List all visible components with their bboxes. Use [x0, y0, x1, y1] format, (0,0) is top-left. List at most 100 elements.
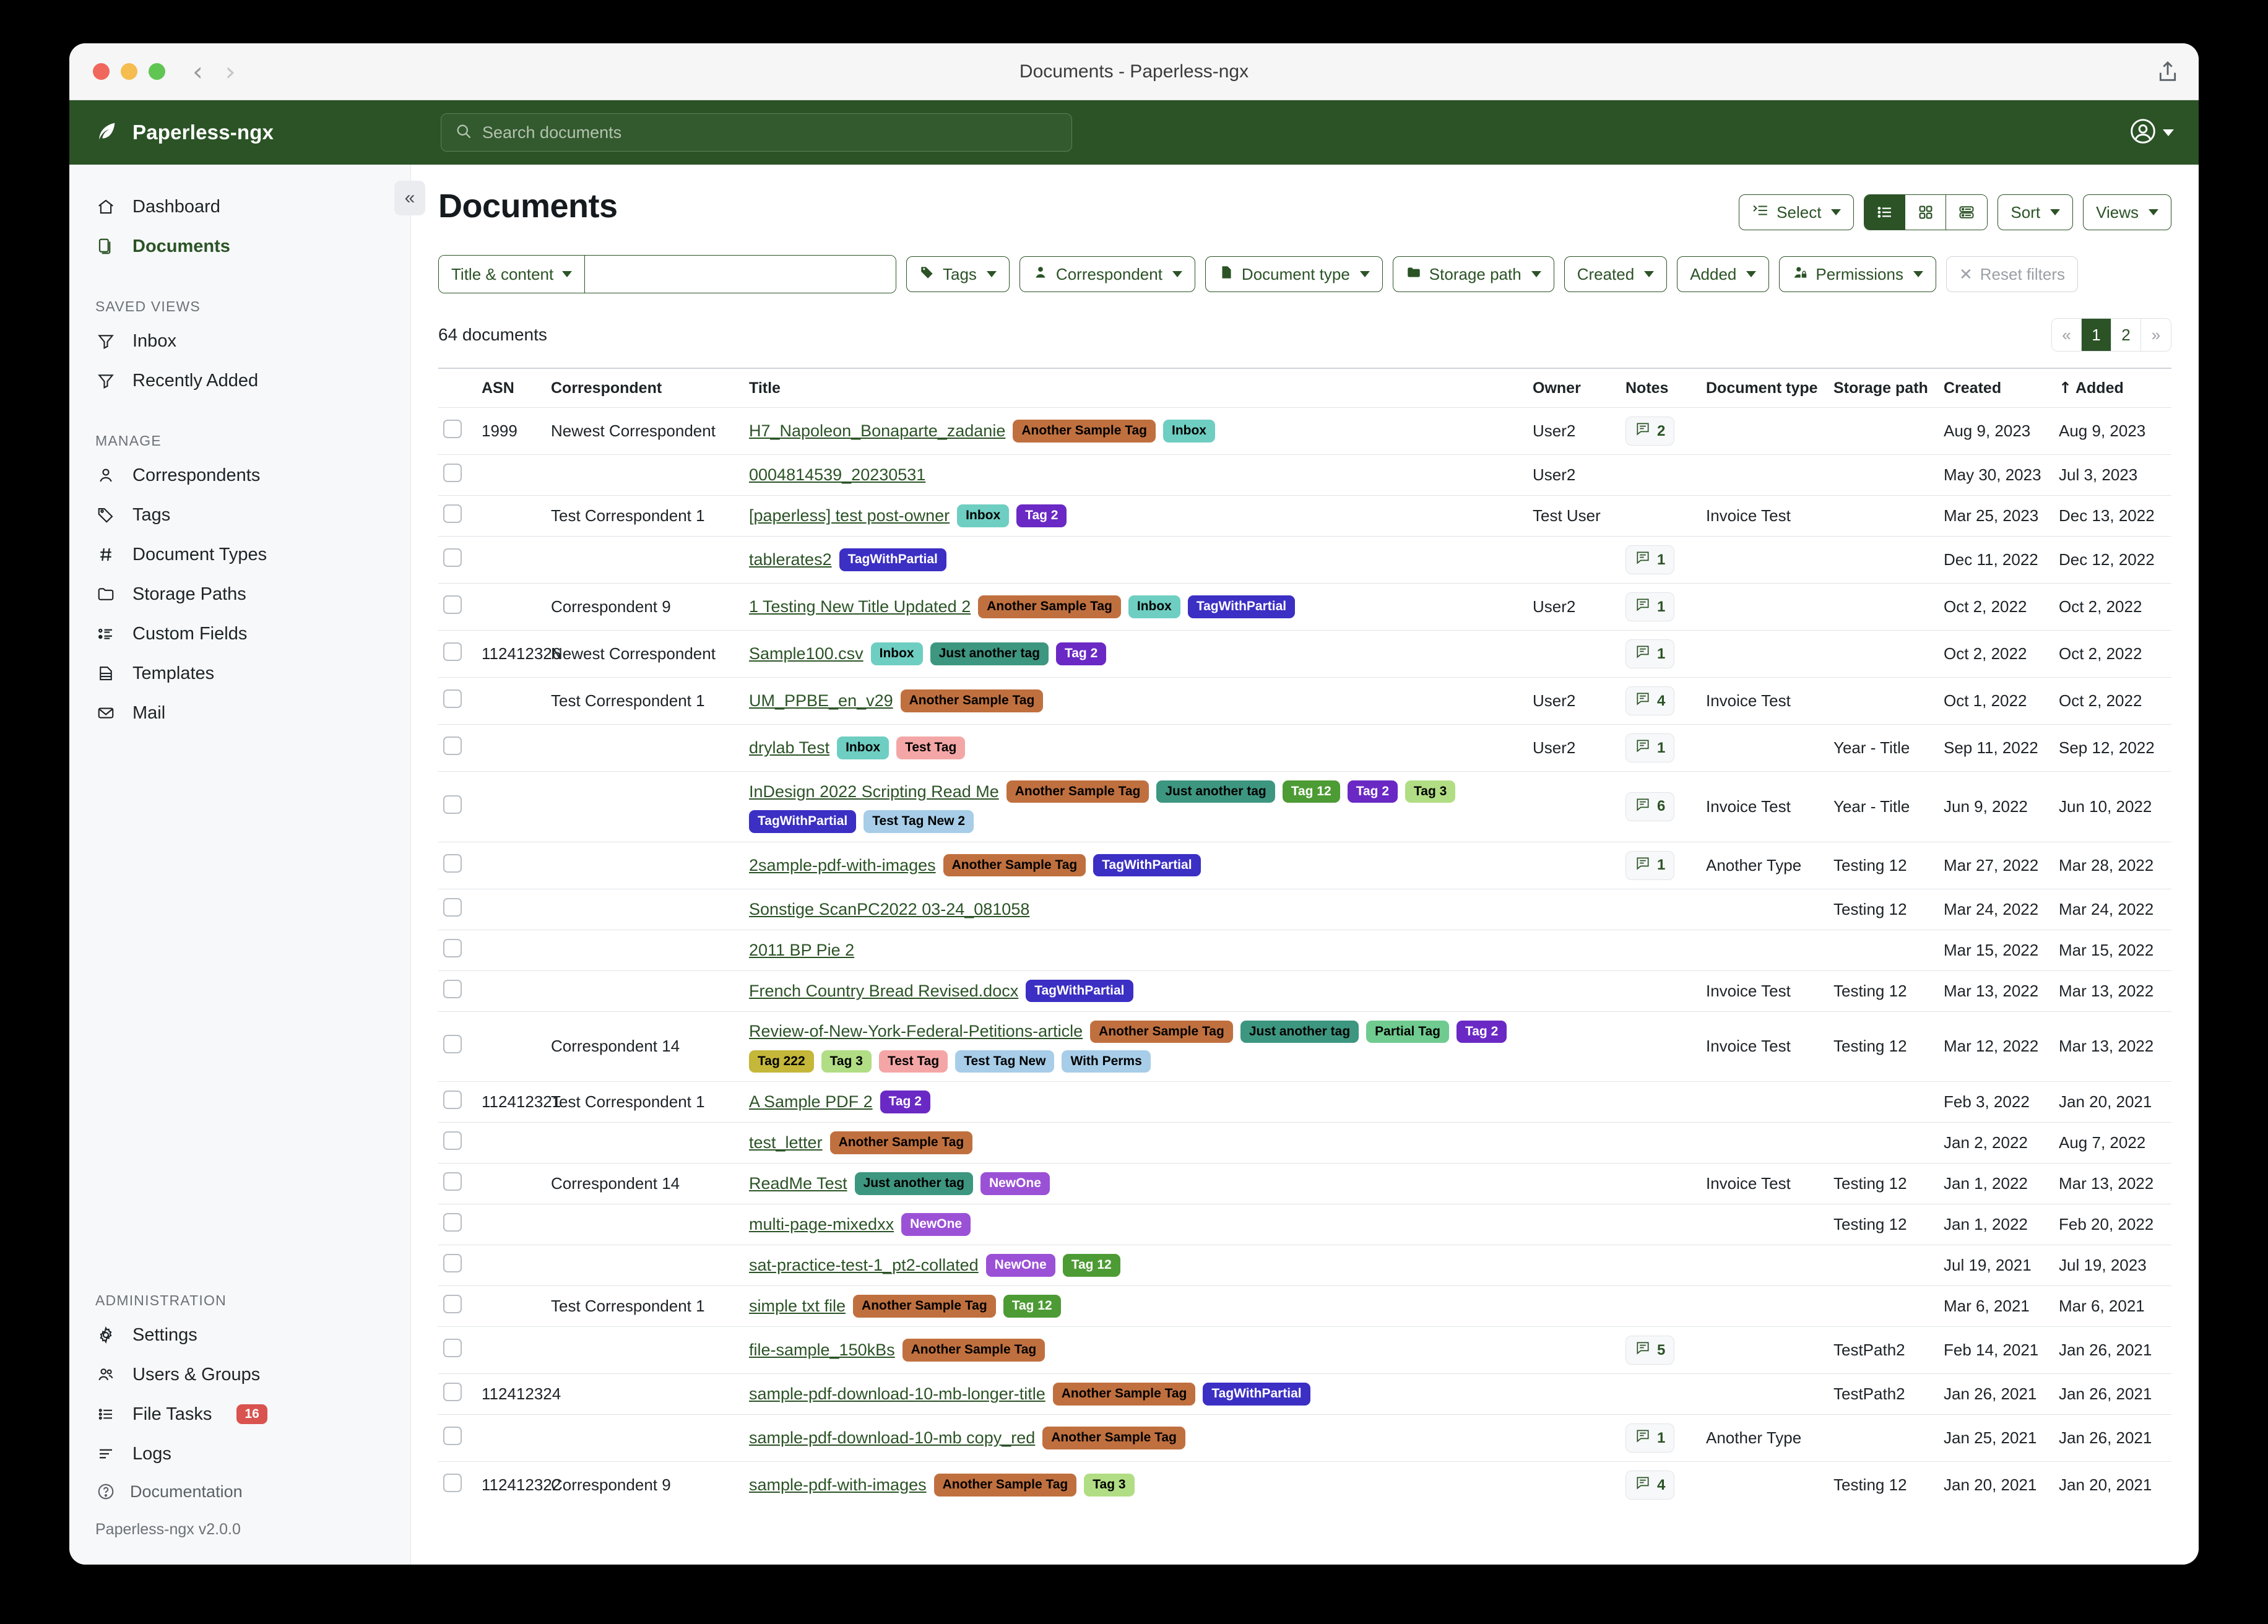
minimize-window-button[interactable] [121, 63, 137, 80]
maximize-window-button[interactable] [149, 63, 165, 80]
notes-badge[interactable]: 6 [1625, 792, 1675, 821]
notes-badge[interactable]: 4 [1625, 686, 1675, 715]
sidebar-item-storage-paths[interactable]: Storage Paths [69, 574, 410, 614]
row-checkbox[interactable] [438, 1373, 477, 1415]
sidebar-item-users-groups[interactable]: Users & Groups [69, 1355, 410, 1394]
close-window-button[interactable] [93, 63, 110, 80]
table-row[interactable]: 0004814539_20230531 User2 May 30, 2023 Jul … [438, 454, 2171, 496]
table-row[interactable]: InDesign 2022 Scripting Read Me Another S… [438, 771, 2171, 842]
row-checkbox[interactable] [438, 1461, 477, 1508]
list-view-icon[interactable] [1864, 195, 1906, 230]
document-title-link[interactable]: A Sample PDF 2 [749, 1092, 873, 1111]
share-icon[interactable] [2155, 58, 2180, 85]
document-title-link[interactable]: drylab Test [749, 738, 830, 757]
row-checkbox[interactable] [438, 841, 477, 889]
row-checkbox[interactable] [438, 407, 477, 455]
row-checkbox[interactable] [438, 1285, 477, 1327]
tag-badge[interactable]: Another Sample Tag [933, 1474, 1077, 1497]
checkbox-icon[interactable] [443, 595, 462, 614]
tag-badge[interactable]: Test Tag [878, 1050, 948, 1073]
row-checkbox[interactable] [438, 929, 477, 970]
sidebar-item-tags[interactable]: Tags [69, 495, 410, 535]
tag-badge[interactable]: NewOne [901, 1213, 971, 1236]
window-controls[interactable] [93, 63, 165, 80]
tag-badge[interactable]: Inbox [837, 736, 889, 759]
tag-badge[interactable]: Tag 12 [1003, 1295, 1061, 1318]
table-row[interactable]: Correspondent 14 ReadMe Test Just another … [438, 1163, 2171, 1204]
tag-badge[interactable]: Tag 2 [1347, 780, 1398, 803]
document-title-link[interactable]: French Country Bread Revised.docx [749, 981, 1019, 1000]
sidebar-item-documents[interactable]: Documents [69, 227, 410, 266]
table-row[interactable]: test_letter Another Sample Tag Jan 2, 2022… [438, 1122, 2171, 1164]
checkbox-icon[interactable] [443, 464, 462, 482]
forward-icon[interactable]: › [225, 56, 236, 87]
back-icon[interactable]: ‹ [193, 56, 203, 87]
header-created[interactable]: Created [1944, 379, 2002, 397]
sort-button[interactable]: Sort [1997, 194, 2074, 230]
row-checkbox[interactable] [438, 1204, 477, 1245]
checkbox-icon[interactable] [443, 548, 462, 567]
tag-badge[interactable]: Test Tag New 2 [863, 810, 974, 833]
tag-badge[interactable]: Another Sample Tag [978, 595, 1121, 618]
tag-badge[interactable]: Another Sample Tag [1013, 420, 1156, 443]
row-checkbox[interactable] [438, 724, 477, 772]
tag-badge[interactable]: Inbox [1162, 420, 1215, 443]
checkbox-icon[interactable] [443, 979, 462, 998]
sidebar-collapse-button[interactable]: « [394, 181, 425, 215]
table-row[interactable]: Sonstige ScanPC2022 03-24_081058 Testing … [438, 888, 2171, 930]
sidebar-item-templates[interactable]: Templates [69, 654, 410, 693]
row-checkbox[interactable] [438, 1011, 477, 1082]
row-checkbox[interactable] [438, 495, 477, 537]
document-title-link[interactable]: simple txt file [749, 1297, 846, 1315]
notes-badge[interactable]: 1 [1625, 850, 1675, 880]
correspondent-filter-button[interactable]: Correspondent [1019, 256, 1195, 292]
sidebar-item-logs[interactable]: Logs [69, 1434, 410, 1474]
notes-badge[interactable]: 5 [1625, 1336, 1675, 1365]
header-owner[interactable]: Owner [1533, 379, 1581, 397]
tags-filter-button[interactable]: Tags [906, 256, 1010, 292]
tag-badge[interactable]: Tag 222 [749, 1050, 814, 1073]
checkbox-icon[interactable] [443, 736, 462, 755]
checkbox-icon[interactable] [443, 1254, 462, 1272]
pagination[interactable]: « 1 2 » [2051, 318, 2171, 352]
document-title-link[interactable]: Sonstige ScanPC2022 03-24_081058 [749, 899, 1030, 918]
row-checkbox[interactable] [438, 888, 477, 930]
checkbox-icon[interactable] [443, 853, 462, 873]
header-asn[interactable]: ASN [482, 379, 514, 397]
notes-badge[interactable]: 4 [1625, 1471, 1675, 1500]
tag-badge[interactable]: TagWithPartial [749, 810, 857, 833]
table-row[interactable]: file-sample_150kBs Another Sample Tag 5 Tes… [438, 1326, 2171, 1374]
table-row[interactable]: tablerates2 TagWithPartial 1 Dec 11, 2022 De… [438, 536, 2171, 584]
tag-badge[interactable]: Tag 3 [821, 1050, 872, 1073]
pagination-page-2[interactable]: 2 [2111, 319, 2141, 351]
checkbox-icon[interactable] [443, 897, 462, 917]
tag-badge[interactable]: NewOne [980, 1172, 1050, 1195]
document-title-link[interactable]: sample-pdf-download-10-mb copy_red [749, 1428, 1036, 1447]
tag-badge[interactable]: Just another tag [854, 1172, 973, 1195]
pagination-last[interactable]: » [2141, 319, 2171, 351]
tag-badge[interactable]: Tag 12 [1282, 780, 1340, 803]
row-checkbox[interactable] [438, 583, 477, 631]
tag-badge[interactable]: Another Sample Tag [1052, 1383, 1196, 1406]
row-checkbox[interactable] [438, 771, 477, 842]
notes-badge[interactable]: 1 [1625, 592, 1675, 621]
pagination-first[interactable]: « [2052, 319, 2082, 351]
document-title-link[interactable]: 2011 BP Pie 2 [749, 940, 855, 959]
header-title[interactable]: Title [749, 379, 781, 397]
tag-badge[interactable]: Just another tag [1156, 780, 1275, 803]
document-title-link[interactable]: 1 Testing New Title Updated 2 [749, 597, 971, 616]
permissions-filter-button[interactable]: Permissions [1779, 256, 1936, 292]
tag-badge[interactable]: Test Tag New [955, 1050, 1055, 1073]
checkbox-icon[interactable] [443, 420, 462, 438]
checkbox-icon[interactable] [443, 1172, 462, 1191]
document-type-filter-button[interactable]: Document type [1205, 256, 1383, 292]
checkbox-icon[interactable] [443, 1091, 462, 1109]
checkbox-icon[interactable] [443, 1383, 462, 1401]
row-checkbox[interactable] [438, 454, 477, 496]
document-title-link[interactable]: Review-of-New-York-Federal-Petitions-art… [749, 1022, 1083, 1041]
tag-badge[interactable]: Another Sample Tag [943, 853, 1086, 877]
grid-view-icon[interactable] [1905, 195, 1947, 230]
table-row[interactable]: 112412324 sample-pdf-download-10-mb-longe… [438, 1373, 2171, 1415]
